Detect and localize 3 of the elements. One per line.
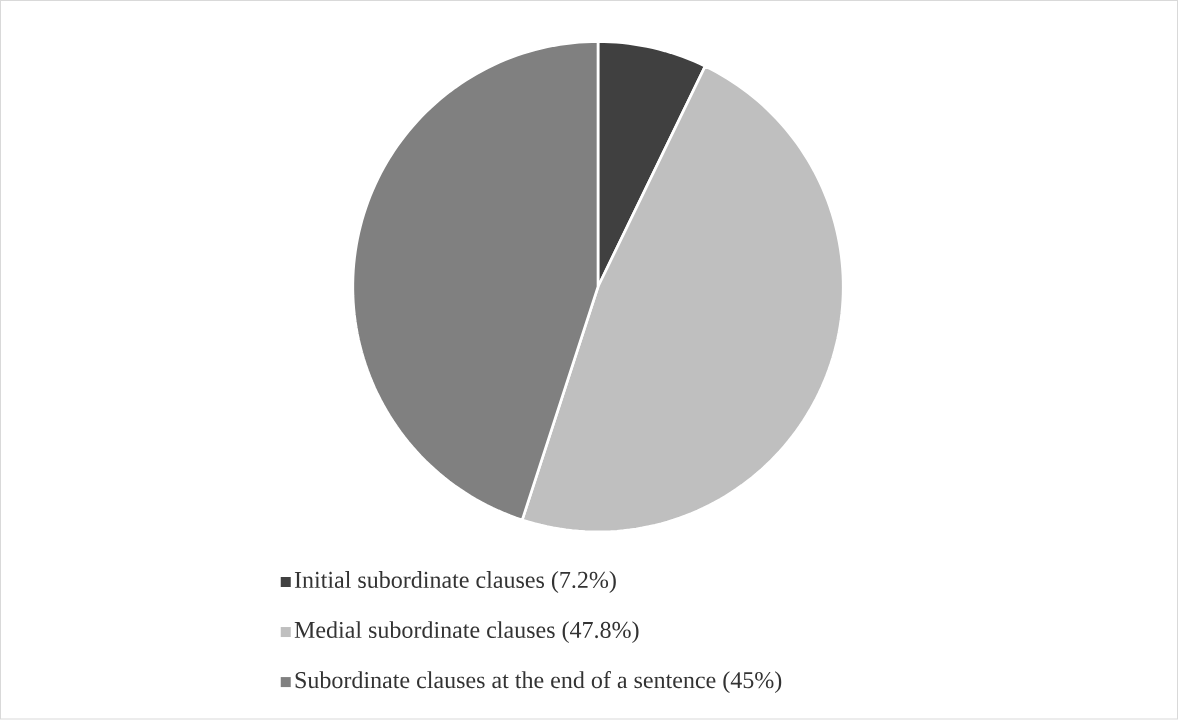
legend-label: Initial subordinate clauses (7.2%) [294,571,616,594]
legend-label: Subordinate clauses at the end of a sentence (45%) [295,671,782,694]
legend-label: Medial subordinate clauses (47.8%) [294,621,639,644]
